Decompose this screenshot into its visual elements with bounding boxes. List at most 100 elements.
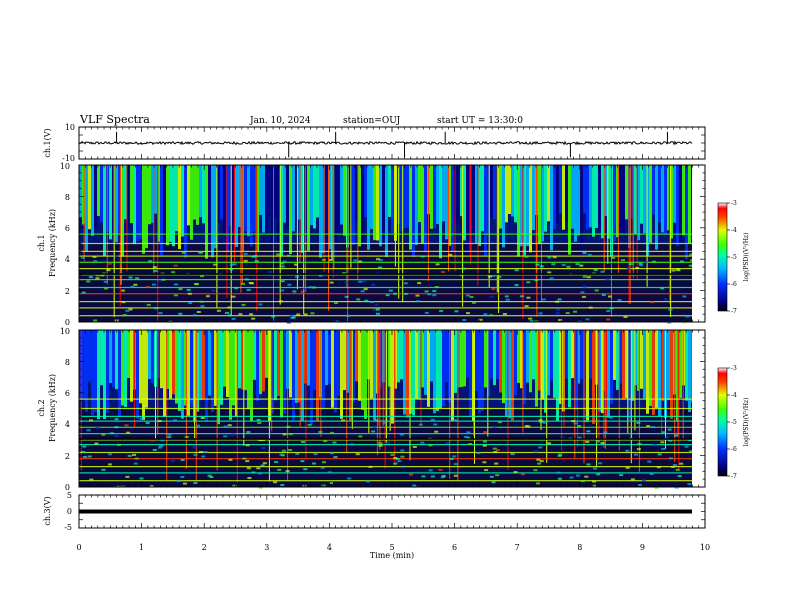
spec-emission-column — [502, 165, 505, 248]
spec-emission-column — [490, 165, 493, 218]
spec-low-freq-speckle — [125, 475, 130, 478]
spec-emission-column — [655, 330, 658, 408]
spec-sferic-spike — [449, 330, 451, 479]
spec-narrowband-line — [79, 274, 692, 276]
spec-low-freq-speckle — [188, 302, 193, 304]
spec-emission-column — [151, 330, 154, 384]
spec-low-freq-speckle — [415, 294, 420, 297]
spec-low-freq-speckle — [110, 432, 114, 435]
spec-low-freq-speckle — [533, 450, 538, 453]
spec-emission-column — [301, 165, 304, 253]
spec-emission-column — [343, 330, 346, 391]
spec-low-freq-speckle — [231, 295, 236, 298]
spec-narrowband-line — [79, 444, 692, 446]
spec-emission-column — [187, 165, 190, 226]
spec-emission-column — [406, 165, 409, 228]
spec-low-freq-speckle — [536, 458, 541, 461]
spec-emission-column — [97, 165, 100, 217]
spec-emission-column — [643, 330, 646, 399]
spec-low-freq-speckle — [86, 429, 91, 432]
spec-low-freq-speckle — [93, 319, 98, 322]
spec-low-freq-speckle — [453, 419, 458, 422]
spec-emission-column — [235, 330, 238, 417]
spec-sferic-spike — [678, 330, 680, 470]
spec-low-freq-speckle — [86, 280, 91, 283]
spec-low-freq-speckle — [577, 425, 582, 427]
spec-emission-column — [634, 165, 637, 235]
spec-low-freq-speckle — [356, 298, 361, 301]
spec-dark-band — [79, 273, 692, 275]
spec-emission-column — [118, 330, 121, 417]
spec-low-freq-speckle — [307, 423, 312, 426]
xtick-9: 9 — [640, 543, 645, 552]
spec-sferic-spike — [605, 330, 607, 449]
spec-emission-column — [139, 330, 142, 404]
spec-emission-column — [601, 165, 604, 239]
s1-ytick-0: 0 — [65, 318, 70, 327]
spec-low-freq-speckle — [192, 446, 197, 449]
spec-low-freq-speckle — [223, 435, 228, 438]
spec-emission-column — [223, 165, 226, 235]
spec-low-freq-speckle — [149, 485, 154, 488]
spec-sferic-spike — [546, 330, 548, 463]
spec-low-freq-speckle — [251, 471, 256, 474]
spec-emission-column — [127, 165, 130, 230]
spec-emission-column — [112, 165, 115, 235]
spec-low-freq-speckle — [528, 317, 533, 320]
spec-low-freq-speckle — [495, 449, 500, 451]
spec-sferic-spike — [382, 330, 384, 427]
spec-low-freq-speckle — [225, 311, 229, 314]
spec-low-freq-speckle — [378, 444, 383, 447]
spec-low-freq-speckle — [577, 436, 582, 439]
spec-low-freq-speckle — [178, 312, 183, 315]
spec-low-freq-speckle — [428, 444, 433, 447]
spec-low-freq-speckle — [371, 283, 376, 286]
spec-emission-column — [178, 165, 181, 249]
spec-low-freq-speckle — [453, 463, 458, 466]
spec-low-freq-speckle — [245, 460, 250, 463]
spec-sferic-spike — [596, 330, 598, 467]
spec-low-freq-speckle — [106, 269, 111, 272]
s2-cb-tick-m3: -3 — [731, 365, 737, 372]
spec-emission-column — [319, 165, 322, 258]
spec-emission-column — [673, 165, 676, 223]
spec-low-freq-speckle — [116, 443, 121, 446]
spec-narrowband-line — [79, 301, 692, 303]
spec-sferic-spike — [328, 165, 330, 311]
spec-sferic-spike — [296, 165, 298, 290]
spec-low-freq-speckle — [95, 277, 100, 280]
spec-low-freq-speckle — [182, 482, 187, 485]
spec-low-freq-speckle — [420, 255, 425, 258]
spec-emission-column — [478, 330, 481, 414]
spec-low-freq-speckle — [285, 470, 290, 473]
spec-emission-column — [238, 165, 241, 228]
spec-sferic-spike — [153, 165, 155, 274]
s2-colorbar-label: log(PSD)(V²/Hz) — [743, 398, 750, 447]
spec-emission-column — [211, 165, 214, 258]
spec-emission-column — [343, 165, 346, 236]
spec-emission-column — [271, 330, 274, 414]
spec-low-freq-speckle — [630, 478, 635, 481]
spec-emission-column — [688, 330, 691, 413]
spec-emission-column — [115, 165, 118, 243]
spec-emission-column — [607, 165, 610, 239]
spec-emission-column — [535, 330, 538, 407]
spec-low-freq-speckle — [609, 307, 614, 310]
spec-low-freq-speckle — [585, 318, 590, 321]
spec-low-freq-speckle — [372, 425, 377, 428]
spec-emission-column — [436, 165, 439, 225]
spec-emission-column — [400, 165, 403, 232]
spec-sferic-spike — [522, 330, 524, 433]
spec-low-freq-speckle — [665, 436, 670, 439]
spec-emission-column — [94, 165, 97, 228]
spec-low-freq-speckle — [374, 419, 379, 422]
spec-low-freq-speckle — [582, 252, 587, 255]
spec-low-freq-speckle — [361, 280, 366, 283]
xtick-7: 7 — [515, 543, 520, 552]
spec-low-freq-speckle — [277, 468, 282, 471]
spec-sferic-spike — [287, 330, 289, 481]
spec-emission-column — [298, 330, 301, 403]
spec-low-freq-speckle — [430, 475, 435, 478]
spec-emission-column — [544, 165, 547, 232]
spec-low-freq-speckle — [462, 267, 467, 270]
